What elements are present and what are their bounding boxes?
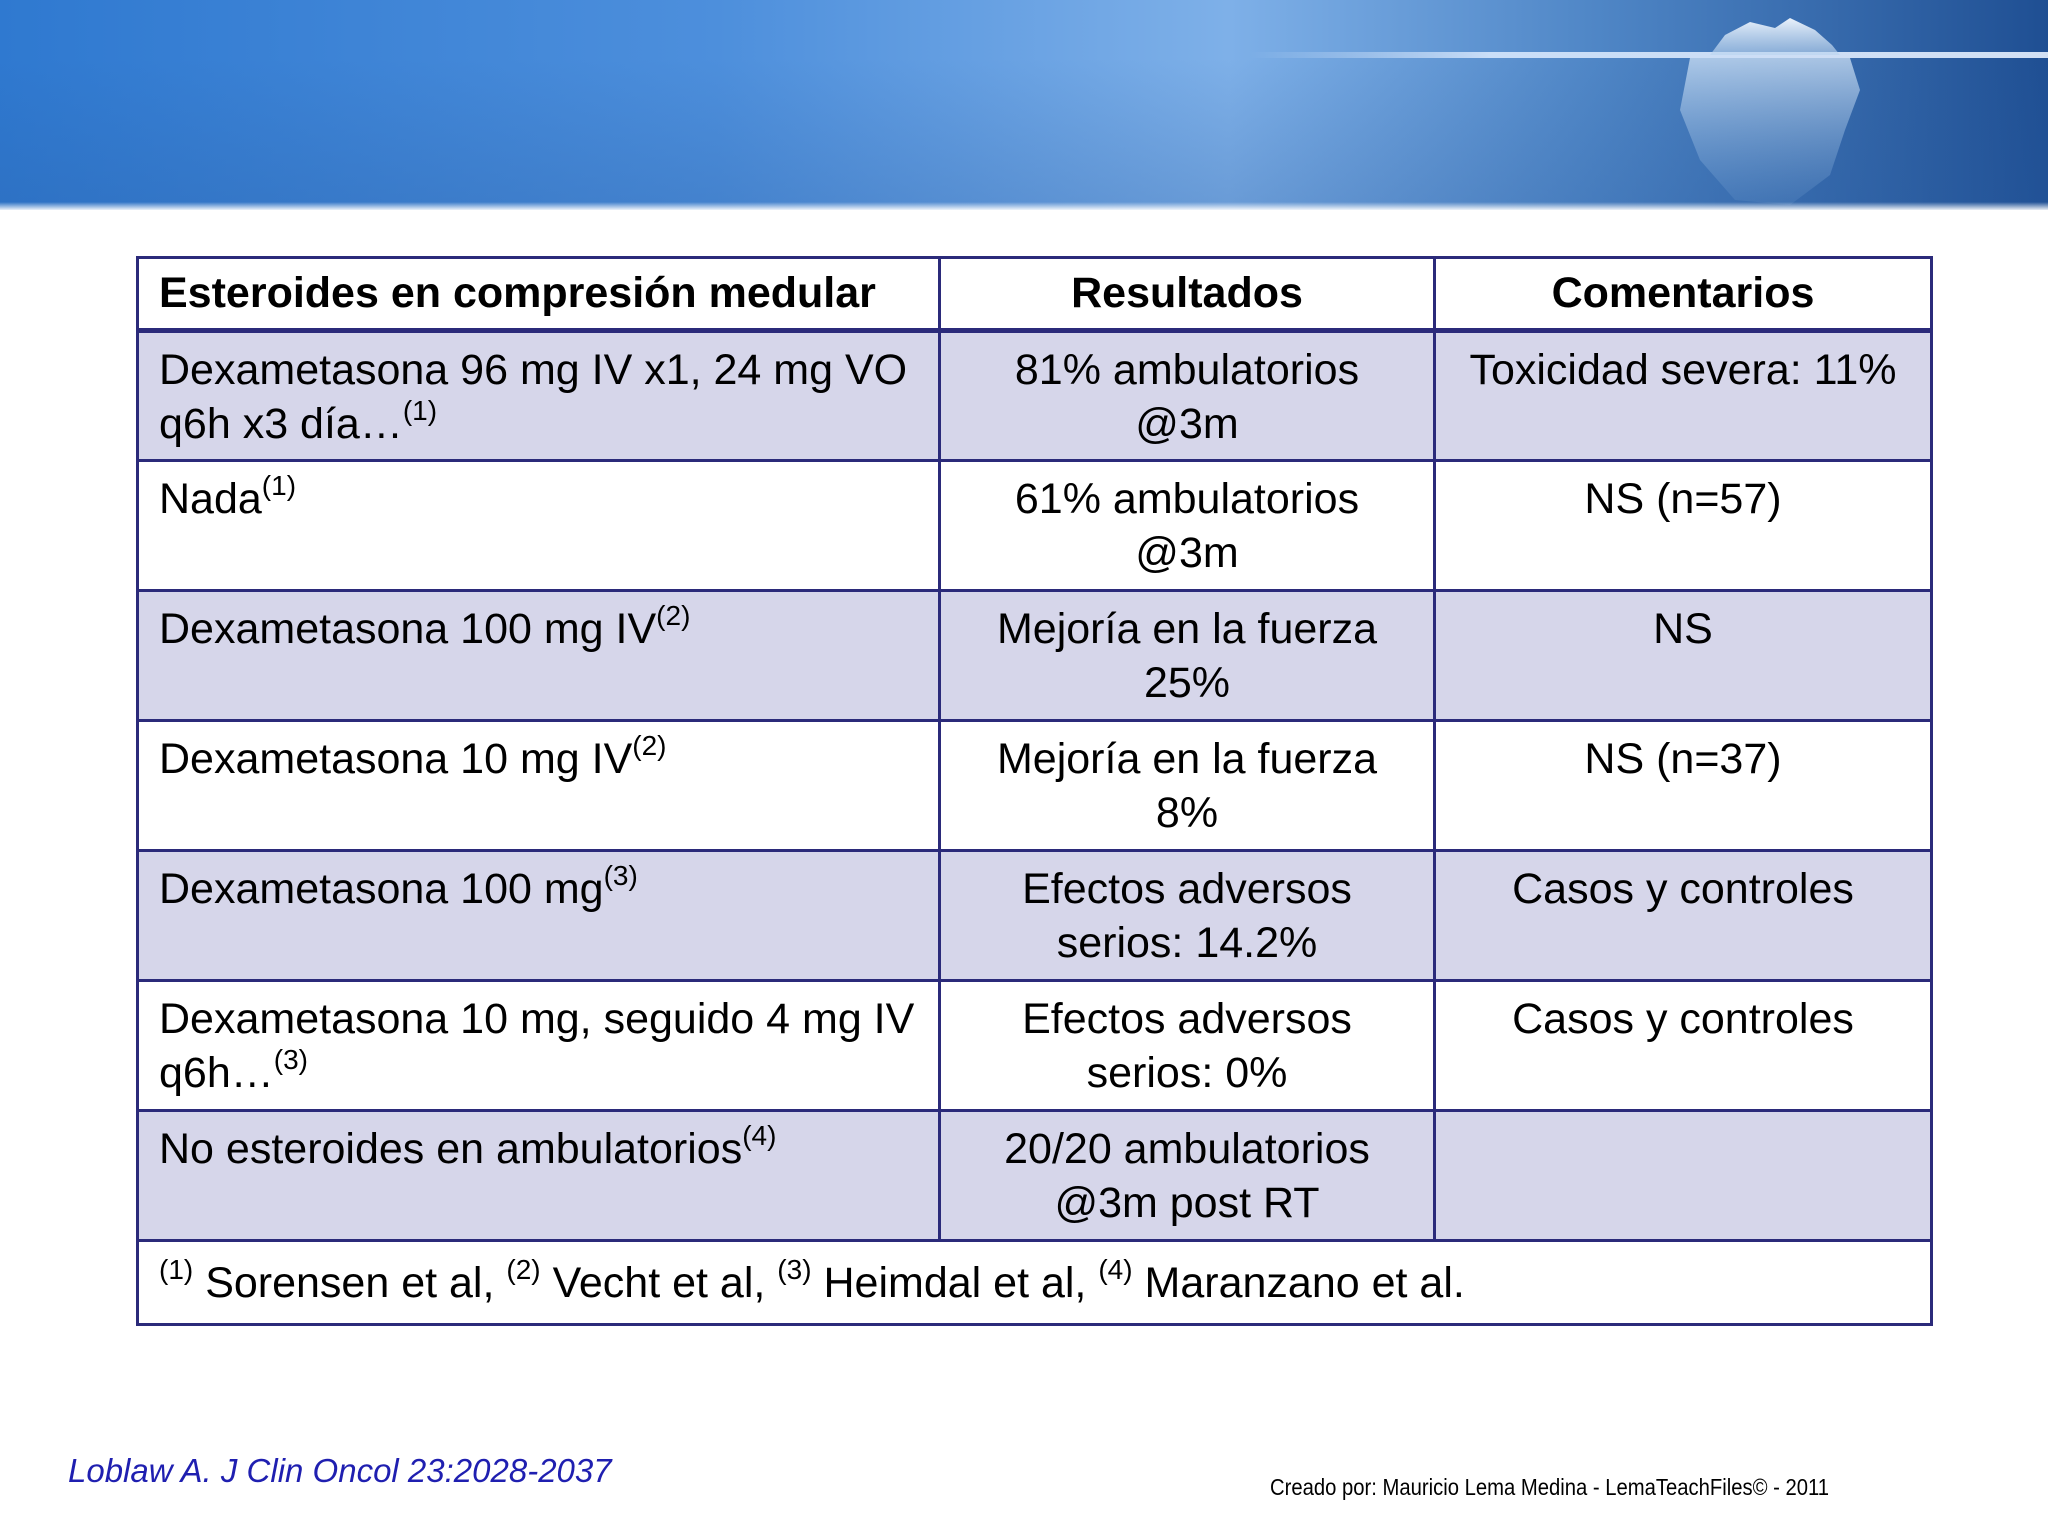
treatment-text: Nada	[159, 475, 262, 523]
banner-horizon	[1250, 52, 2048, 58]
result-cell: Mejoría en la fuerza 25%	[938, 589, 1436, 722]
references-cell: (1) Sorensen et al, (2) Vecht et al, (3)…	[136, 1239, 1933, 1326]
table-row: Dexametasona 10 mg IV(2) Mejoría en la f…	[136, 719, 1933, 852]
treatment-cell: No esteroides en ambulatorios(4)	[136, 1109, 941, 1242]
comment-cell: Casos y controles	[1433, 849, 1933, 982]
result-cell: Efectos adversos serios: 14.2%	[938, 849, 1436, 982]
treatment-text: Dexametasona 96 mg IV x1, 24 mg VO q6h x…	[159, 346, 908, 448]
comment-cell: NS (n=57)	[1433, 459, 1933, 592]
reference-text: Sorensen et al,	[205, 1259, 495, 1307]
reference-marker: (4)	[742, 1120, 777, 1151]
treatment-cell: Dexametasona 100 mg IV(2)	[136, 589, 941, 722]
references-row: (1) Sorensen et al, (2) Vecht et al, (3)…	[136, 1239, 1933, 1326]
comment-cell	[1433, 1109, 1933, 1242]
treatment-text: No esteroides en ambulatorios	[159, 1125, 743, 1173]
reference-number: (3)	[777, 1254, 812, 1285]
header-results: Resultados	[938, 256, 1436, 333]
table-row: No esteroides en ambulatorios(4) 20/20 a…	[136, 1109, 1933, 1242]
reference-marker: (1)	[402, 395, 438, 426]
result-cell: 20/20 ambulatorios @3m post RT	[938, 1109, 1436, 1242]
table-row: Dexametasona 96 mg IV x1, 24 mg VO q6h x…	[136, 329, 1933, 462]
table-row: Dexametasona 100 mg(3) Efectos adversos …	[136, 849, 1933, 982]
header-comments: Comentarios	[1433, 256, 1933, 333]
reference-number: (1)	[159, 1254, 194, 1285]
treatment-text: Dexametasona 100 mg	[159, 865, 604, 913]
treatment-cell: Dexametasona 96 mg IV x1, 24 mg VO q6h x…	[136, 329, 941, 462]
reference-number: (4)	[1098, 1254, 1133, 1285]
reference-text: Maranzano et al.	[1144, 1259, 1465, 1307]
table-row: Nada(1) 61% ambulatorios @3m NS (n=57)	[136, 459, 1933, 592]
result-cell: Mejoría en la fuerza 8%	[938, 719, 1436, 852]
reference-text: Heimdal et al,	[823, 1259, 1087, 1307]
comment-cell: NS	[1433, 589, 1933, 722]
iceberg-icon	[1680, 18, 1860, 205]
comment-cell: Casos y controles	[1433, 979, 1933, 1112]
comment-cell: NS (n=37)	[1433, 719, 1933, 852]
result-cell: 81% ambulatorios @3m	[938, 329, 1436, 462]
treatment-cell: Dexametasona 10 mg, seguido 4 mg IV q6h……	[136, 979, 941, 1112]
author-credit: Creado por: Mauricio Lema Medina - LemaT…	[1270, 1474, 1830, 1500]
header-banner	[0, 0, 2048, 210]
result-cell: Efectos adversos serios: 0%	[938, 979, 1436, 1112]
treatment-text: Dexametasona 10 mg IV	[159, 735, 633, 783]
comment-cell: Toxicidad severa: 11%	[1433, 329, 1933, 462]
table-header-row: Esteroides en compresión medular Resulta…	[136, 256, 1933, 333]
source-citation: Loblaw A. J Clin Oncol 23:2028-2037	[68, 1452, 612, 1489]
reference-number: (2)	[506, 1254, 541, 1285]
result-cell: 61% ambulatorios @3m	[938, 459, 1436, 592]
header-treatment: Esteroides en compresión medular	[136, 256, 941, 333]
reference-text: Vecht et al,	[552, 1259, 766, 1307]
banner-bottom-edge	[0, 202, 2048, 210]
table-row: Dexametasona 10 mg, seguido 4 mg IV q6h……	[136, 979, 1933, 1112]
reference-marker: (3)	[603, 860, 638, 891]
treatment-cell: Dexametasona 10 mg IV(2)	[136, 719, 941, 852]
reference-marker: (2)	[656, 600, 691, 631]
treatment-text: Dexametasona 10 mg, seguido 4 mg IV q6h…	[159, 995, 915, 1097]
reference-marker: (3)	[273, 1044, 308, 1075]
steroids-table: Esteroides en compresión medular Resulta…	[136, 256, 1933, 1326]
reference-marker: (2)	[632, 730, 667, 761]
reference-marker: (1)	[261, 470, 297, 501]
table-row: Dexametasona 100 mg IV(2) Mejoría en la …	[136, 589, 1933, 722]
treatment-text: Dexametasona 100 mg IV	[159, 605, 657, 653]
treatment-cell: Dexametasona 100 mg(3)	[136, 849, 941, 982]
treatment-cell: Nada(1)	[136, 459, 941, 592]
